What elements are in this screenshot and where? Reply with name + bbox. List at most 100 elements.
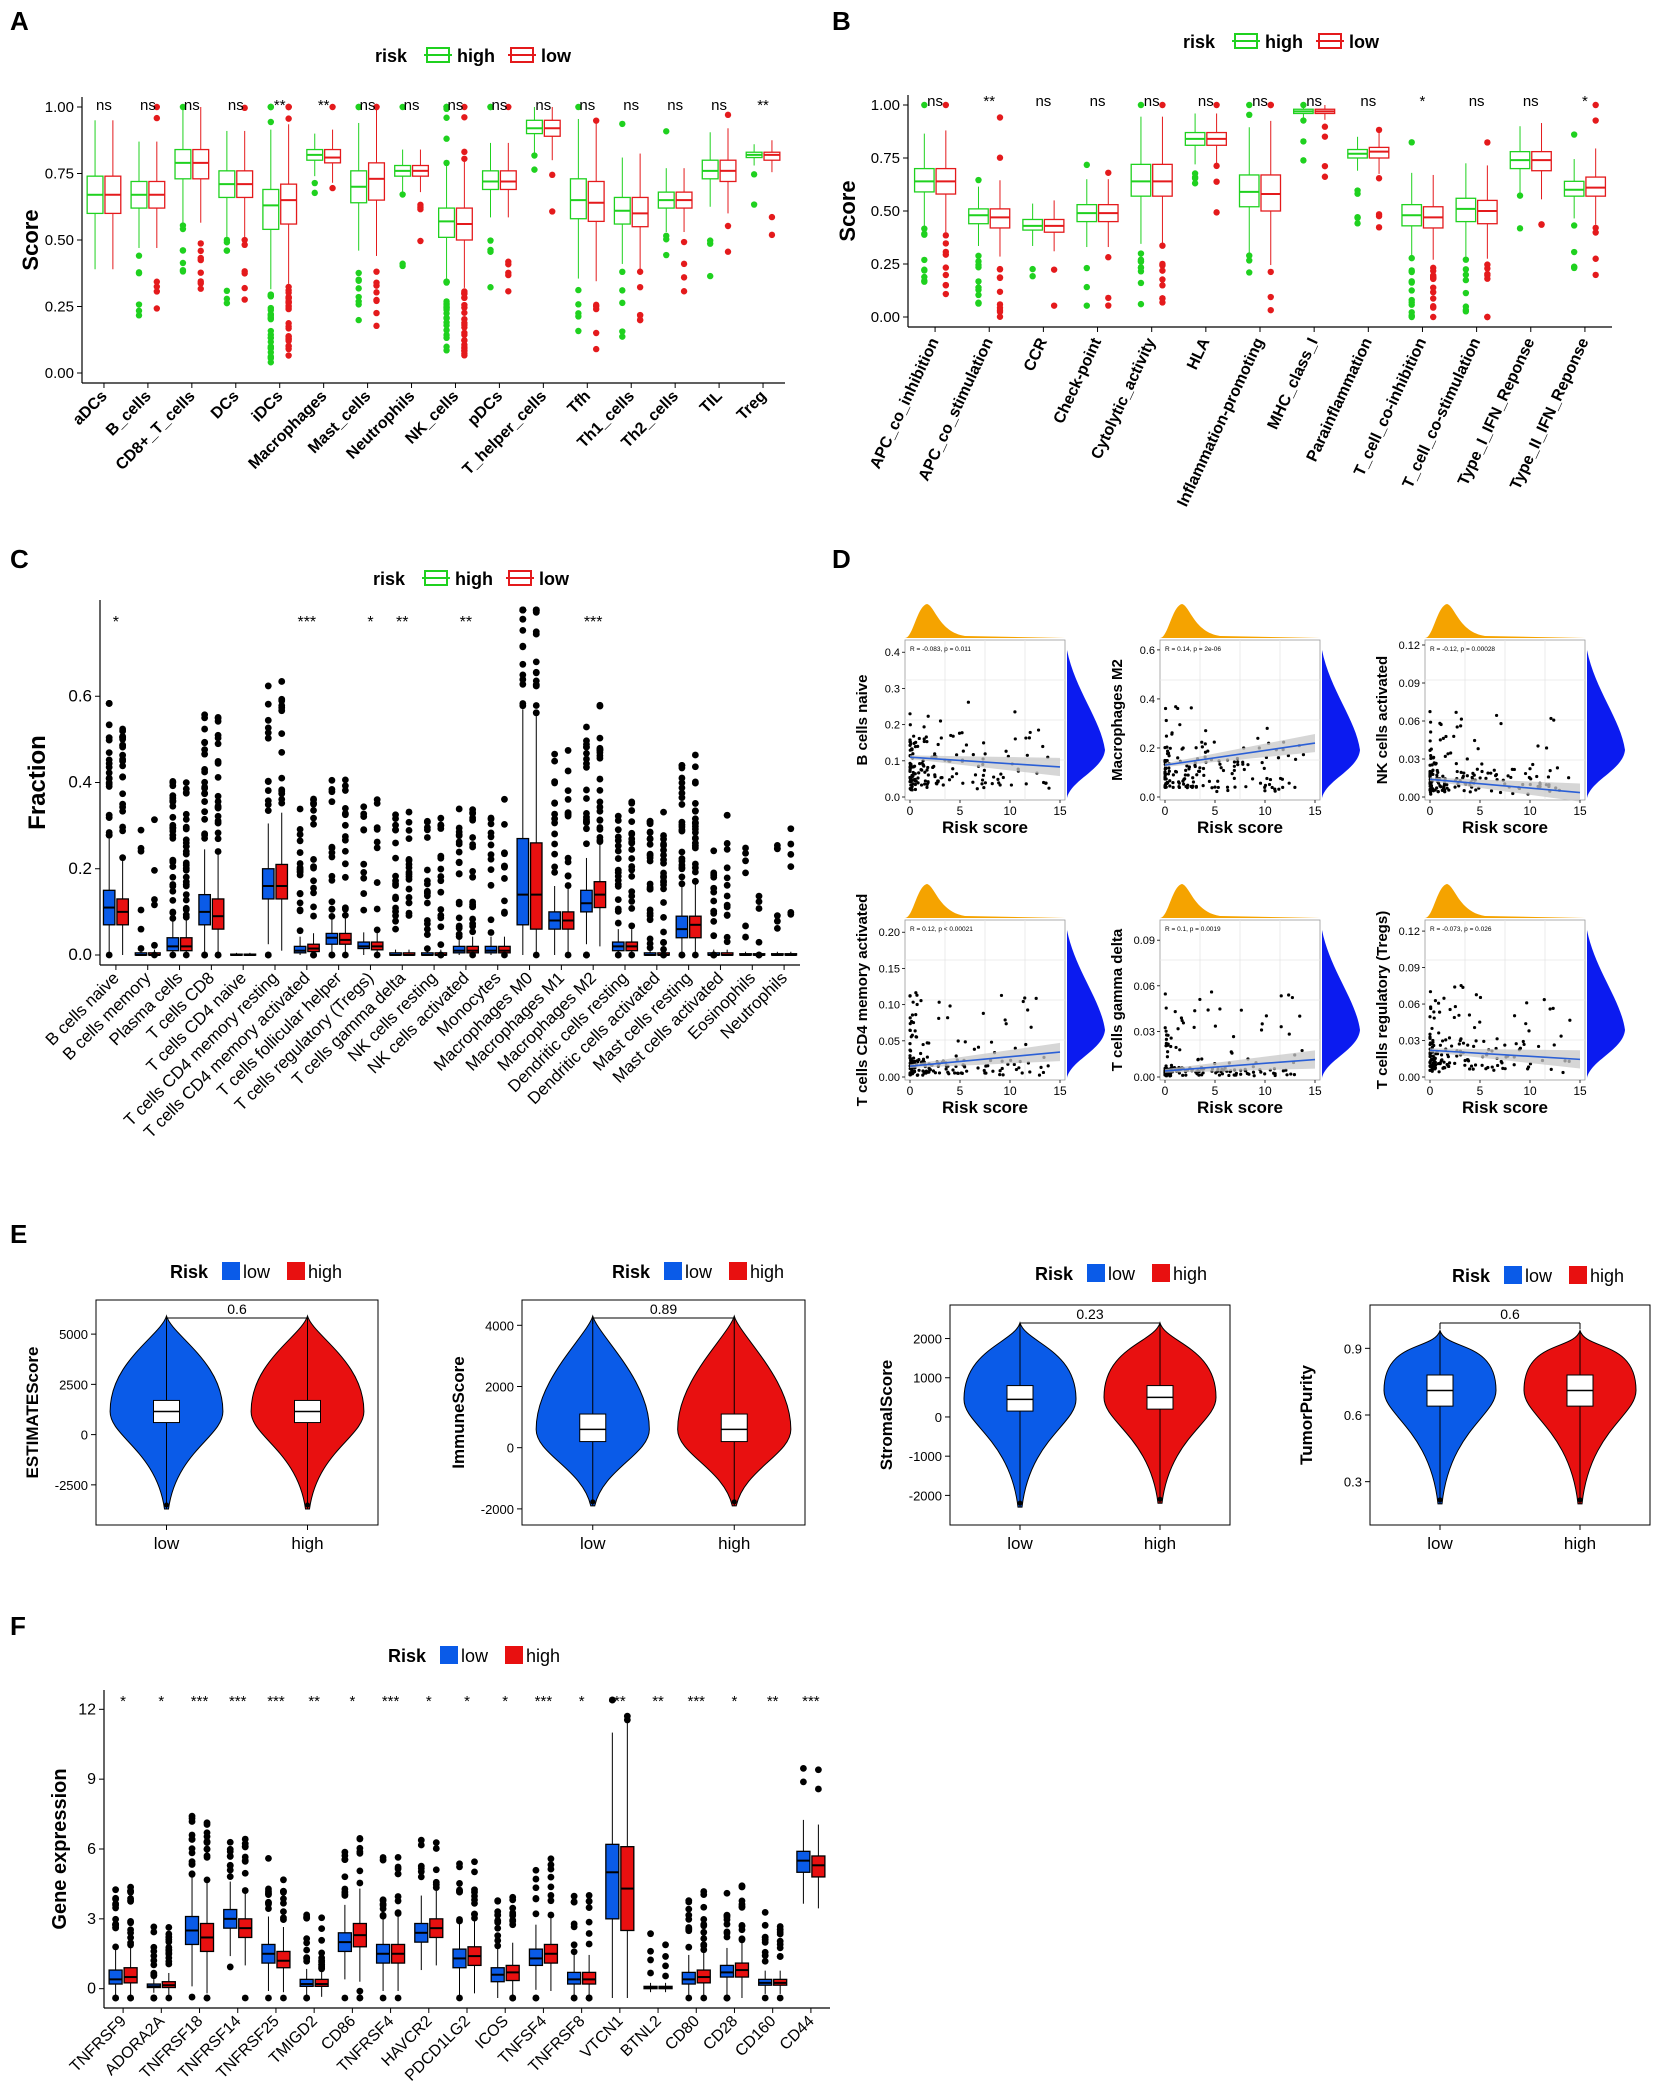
outlier-point	[662, 1941, 669, 1949]
outlier-point	[137, 906, 145, 914]
outlier-point	[1300, 101, 1307, 109]
data-point	[1263, 789, 1267, 793]
outlier-point	[285, 289, 292, 296]
outlier-point	[583, 819, 590, 827]
outlier-point	[318, 1925, 326, 1933]
outlier-point	[112, 1915, 120, 1923]
data-point	[1194, 785, 1198, 789]
significance-label: ns	[1035, 93, 1051, 110]
outlier-point	[519, 643, 527, 651]
x-tick-label: 0	[1427, 804, 1434, 818]
legend-label-low: low	[685, 1262, 713, 1282]
outlier-point	[461, 294, 468, 301]
marginal-density-y	[1067, 930, 1105, 1078]
outlier-point	[188, 1870, 196, 1878]
significance-label: ns	[360, 97, 376, 114]
outlier-point	[214, 951, 222, 959]
data-point	[912, 1059, 917, 1064]
legend-label-high: high	[526, 1646, 560, 1666]
outlier-point	[241, 268, 248, 275]
outlier-point	[1375, 211, 1383, 218]
legend-key-low	[440, 1646, 458, 1664]
confidence-band	[1430, 1048, 1580, 1069]
data-point	[1471, 1067, 1475, 1071]
outlier-point	[636, 283, 644, 291]
data-point	[1178, 1048, 1182, 1052]
y-tick-label: 2000	[485, 1379, 514, 1394]
outlier-point	[494, 1937, 502, 1944]
panel-label-A: A	[10, 6, 29, 36]
outlier-point	[519, 702, 527, 710]
outlier-point	[150, 1923, 158, 1931]
outlier-point	[373, 879, 381, 886]
box-high	[1563, 180, 1585, 197]
x-tick-label: 10	[1258, 1084, 1272, 1098]
legend-label-low: low	[1108, 1264, 1136, 1284]
outlier-point	[549, 208, 556, 215]
outlier-point	[592, 345, 600, 353]
data-point	[1501, 1066, 1505, 1070]
data-point	[1014, 1067, 1019, 1072]
data-point	[1429, 756, 1433, 760]
outlier-point	[392, 821, 399, 829]
p-value-label: 0.89	[650, 1301, 677, 1317]
p-value-label: 0.6	[1500, 1306, 1520, 1322]
data-point	[908, 738, 912, 742]
outlier-point	[585, 1930, 593, 1937]
data-point	[1215, 789, 1219, 794]
outlier-point	[223, 287, 231, 295]
significance-label: ***	[297, 614, 316, 631]
data-point	[1173, 1010, 1177, 1014]
outlier-point	[392, 811, 399, 819]
outlier-point	[564, 796, 572, 803]
data-point	[1168, 746, 1172, 750]
outlier-point	[723, 1920, 731, 1928]
outlier-point	[723, 892, 731, 900]
data-point	[1177, 781, 1181, 785]
y-tick-label: 0.09	[1399, 678, 1420, 690]
outlier-point	[188, 1858, 196, 1866]
data-point	[1163, 767, 1167, 771]
y-axis-title: Score	[835, 180, 860, 241]
outlier-point	[564, 858, 572, 866]
data-point	[980, 778, 985, 782]
outlier-point	[311, 189, 318, 197]
legend-label-low: low	[461, 1646, 489, 1666]
x-tick-label: 5	[1212, 804, 1219, 818]
outlier-point	[469, 816, 477, 824]
data-point	[1498, 790, 1503, 795]
outlier-point	[169, 887, 177, 895]
y-tick-label: 4000	[485, 1318, 514, 1333]
outlier-point	[119, 803, 127, 811]
outlier-point	[619, 268, 626, 276]
outlier-point	[456, 1994, 463, 2002]
data-point	[1024, 736, 1028, 740]
outlier-point	[112, 1994, 120, 2002]
outlier-point	[405, 899, 413, 907]
outlier-point	[596, 734, 604, 742]
significance-label: ns	[1144, 93, 1160, 110]
data-point	[913, 782, 917, 787]
y-axis-title: StromalScore	[877, 1360, 896, 1471]
outlier-point	[423, 818, 431, 826]
outlier-point	[1375, 175, 1383, 182]
outlier-point	[685, 1897, 693, 1905]
outlier-point	[127, 1919, 135, 1927]
data-point	[1293, 757, 1298, 761]
significance-label: ns	[140, 97, 156, 114]
data-point	[1264, 1014, 1268, 1018]
plot-frame	[521, 1299, 806, 1526]
outlier-point	[265, 1994, 272, 2002]
data-point	[1439, 1053, 1444, 1057]
outlier-point	[267, 344, 275, 352]
outlier-point	[285, 115, 292, 122]
y-tick-label: 0.9	[1344, 1341, 1362, 1356]
outlier-point	[182, 891, 190, 898]
x-tick-label: low	[1007, 1534, 1033, 1553]
data-point	[1300, 1048, 1304, 1053]
outlier-point	[303, 1935, 311, 1943]
data-point	[1167, 754, 1171, 758]
violin-plot-3: low high0.23-2000-1000010002000StromalSco…	[877, 1304, 1231, 1553]
y-axis-title: Fraction	[24, 735, 51, 830]
outlier-point	[182, 913, 190, 921]
